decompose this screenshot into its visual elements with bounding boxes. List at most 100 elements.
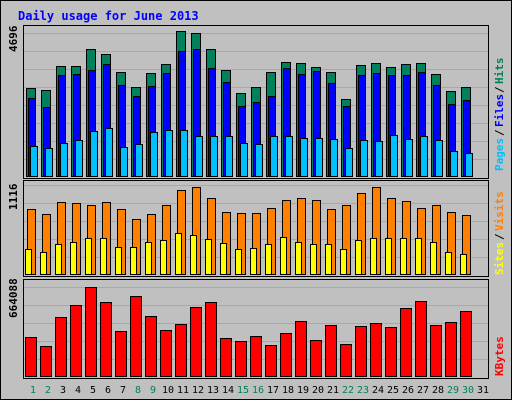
- kbytes-bar: [100, 302, 112, 377]
- kbytes-bar: [145, 316, 157, 377]
- sites-bar: [265, 244, 272, 275]
- visits-ymax-label: 1116: [7, 183, 20, 210]
- sites-bar: [250, 248, 257, 275]
- kbytes-ymax-label: 664088: [7, 278, 20, 318]
- day-label: 26: [402, 385, 414, 396]
- kbytes-bar: [460, 311, 472, 377]
- kbytes-bar: [55, 317, 67, 377]
- kbytes-bar: [385, 327, 397, 377]
- pages-bar: [345, 148, 353, 177]
- kbytes-bar: [160, 330, 172, 377]
- day-label: 23: [357, 385, 369, 396]
- sites-bar: [85, 238, 92, 275]
- sites-bar: [235, 249, 242, 275]
- sites-bar: [115, 247, 122, 275]
- sites-bar: [175, 233, 182, 275]
- day-label: 11: [177, 385, 189, 396]
- pages-bar: [195, 136, 203, 177]
- kbytes-bar: [175, 324, 187, 377]
- pages-bar: [180, 130, 188, 177]
- kbytes-bar: [115, 331, 127, 377]
- day-label: 5: [90, 385, 96, 396]
- sites-bar: [400, 238, 407, 275]
- sites-bar: [205, 239, 212, 275]
- day-label: 10: [162, 385, 174, 396]
- day-label: 18: [282, 385, 294, 396]
- pages-bar: [315, 138, 323, 177]
- kbytes-bar: [325, 325, 337, 377]
- pages-bar: [30, 146, 38, 177]
- kbytes-bar: [235, 341, 247, 377]
- pages-bar: [165, 130, 173, 177]
- day-label: 14: [222, 385, 234, 396]
- kbytes-bar: [400, 308, 412, 377]
- kbytes-bar: [370, 323, 382, 377]
- day-label: 7: [120, 385, 126, 396]
- pages-bar: [300, 138, 308, 177]
- legend-slash: /: [493, 86, 506, 93]
- legend-visits: Visits: [493, 191, 506, 231]
- day-label: 16: [252, 385, 264, 396]
- sites-bar: [340, 249, 347, 275]
- pages-bar: [120, 147, 128, 177]
- kbytes-bar: [355, 326, 367, 377]
- pages-bar: [45, 148, 53, 177]
- day-label: 2: [45, 385, 51, 396]
- x-axis-day-labels: 1 2 3 4 5 6 7 8 9 10 11 12 13 14 15 16 17 18 19 20 21 22 23 24 2…: [30, 385, 489, 396]
- day-label: 31: [477, 385, 489, 396]
- legend-files: Files: [493, 94, 506, 127]
- sites-bar: [310, 244, 317, 275]
- day-label: 6: [105, 385, 111, 396]
- sites-bar: [220, 243, 227, 275]
- day-label: 24: [372, 385, 384, 396]
- pages-bar: [375, 141, 383, 177]
- sites-bar: [145, 242, 152, 275]
- sites-bar: [40, 252, 47, 275]
- pages-bar: [450, 151, 458, 177]
- day-label: 4: [75, 385, 81, 396]
- sites-bar: [70, 242, 77, 275]
- day-label: 19: [297, 385, 309, 396]
- pages-bar: [255, 144, 263, 177]
- day-label: 25: [387, 385, 399, 396]
- hits-legend: Pages / Files / Hits: [493, 58, 506, 172]
- pages-bar: [225, 136, 233, 177]
- day-label: 13: [207, 385, 219, 396]
- day-label: 22: [342, 385, 354, 396]
- kbytes-bar: [280, 333, 292, 377]
- kbytes-bar: [190, 307, 202, 377]
- hits-ymax-label: 4696: [7, 25, 20, 52]
- hits-panel-bars: [26, 31, 473, 177]
- legend-pages: Pages: [493, 138, 506, 171]
- sites-bar: [160, 240, 167, 275]
- visits-panel: 1116 Sites / Visits: [7, 180, 506, 277]
- kbytes-bar: [415, 301, 427, 377]
- pages-bar: [240, 143, 248, 177]
- kbytes-bar: [85, 287, 97, 377]
- kbytes-bar: [265, 345, 277, 377]
- kbytes-bar: [250, 336, 262, 377]
- day-label: 3: [60, 385, 66, 396]
- sites-bar: [25, 249, 32, 275]
- hits-panel: 4696 Pages / Files / Hits: [7, 25, 506, 179]
- pages-bar: [285, 136, 293, 177]
- pages-bar: [135, 144, 143, 177]
- pages-bar: [390, 135, 398, 177]
- visits-panel-bars: [25, 187, 471, 275]
- pages-bar: [420, 136, 428, 177]
- kbytes-bar: [40, 346, 52, 377]
- day-label: 21: [327, 385, 339, 396]
- kbytes-bar: [130, 296, 142, 377]
- day-label: 27: [417, 385, 429, 396]
- kbytes-bar: [340, 344, 352, 377]
- sites-bar: [295, 242, 302, 275]
- sites-bar: [190, 235, 197, 275]
- day-label: 20: [312, 385, 324, 396]
- day-label: 17: [267, 385, 279, 396]
- pages-bar: [105, 128, 113, 177]
- sites-bar: [130, 247, 137, 275]
- legend-slash: /: [493, 129, 506, 136]
- kbytes-panel-bars: [25, 287, 472, 377]
- day-label: 30: [462, 385, 474, 396]
